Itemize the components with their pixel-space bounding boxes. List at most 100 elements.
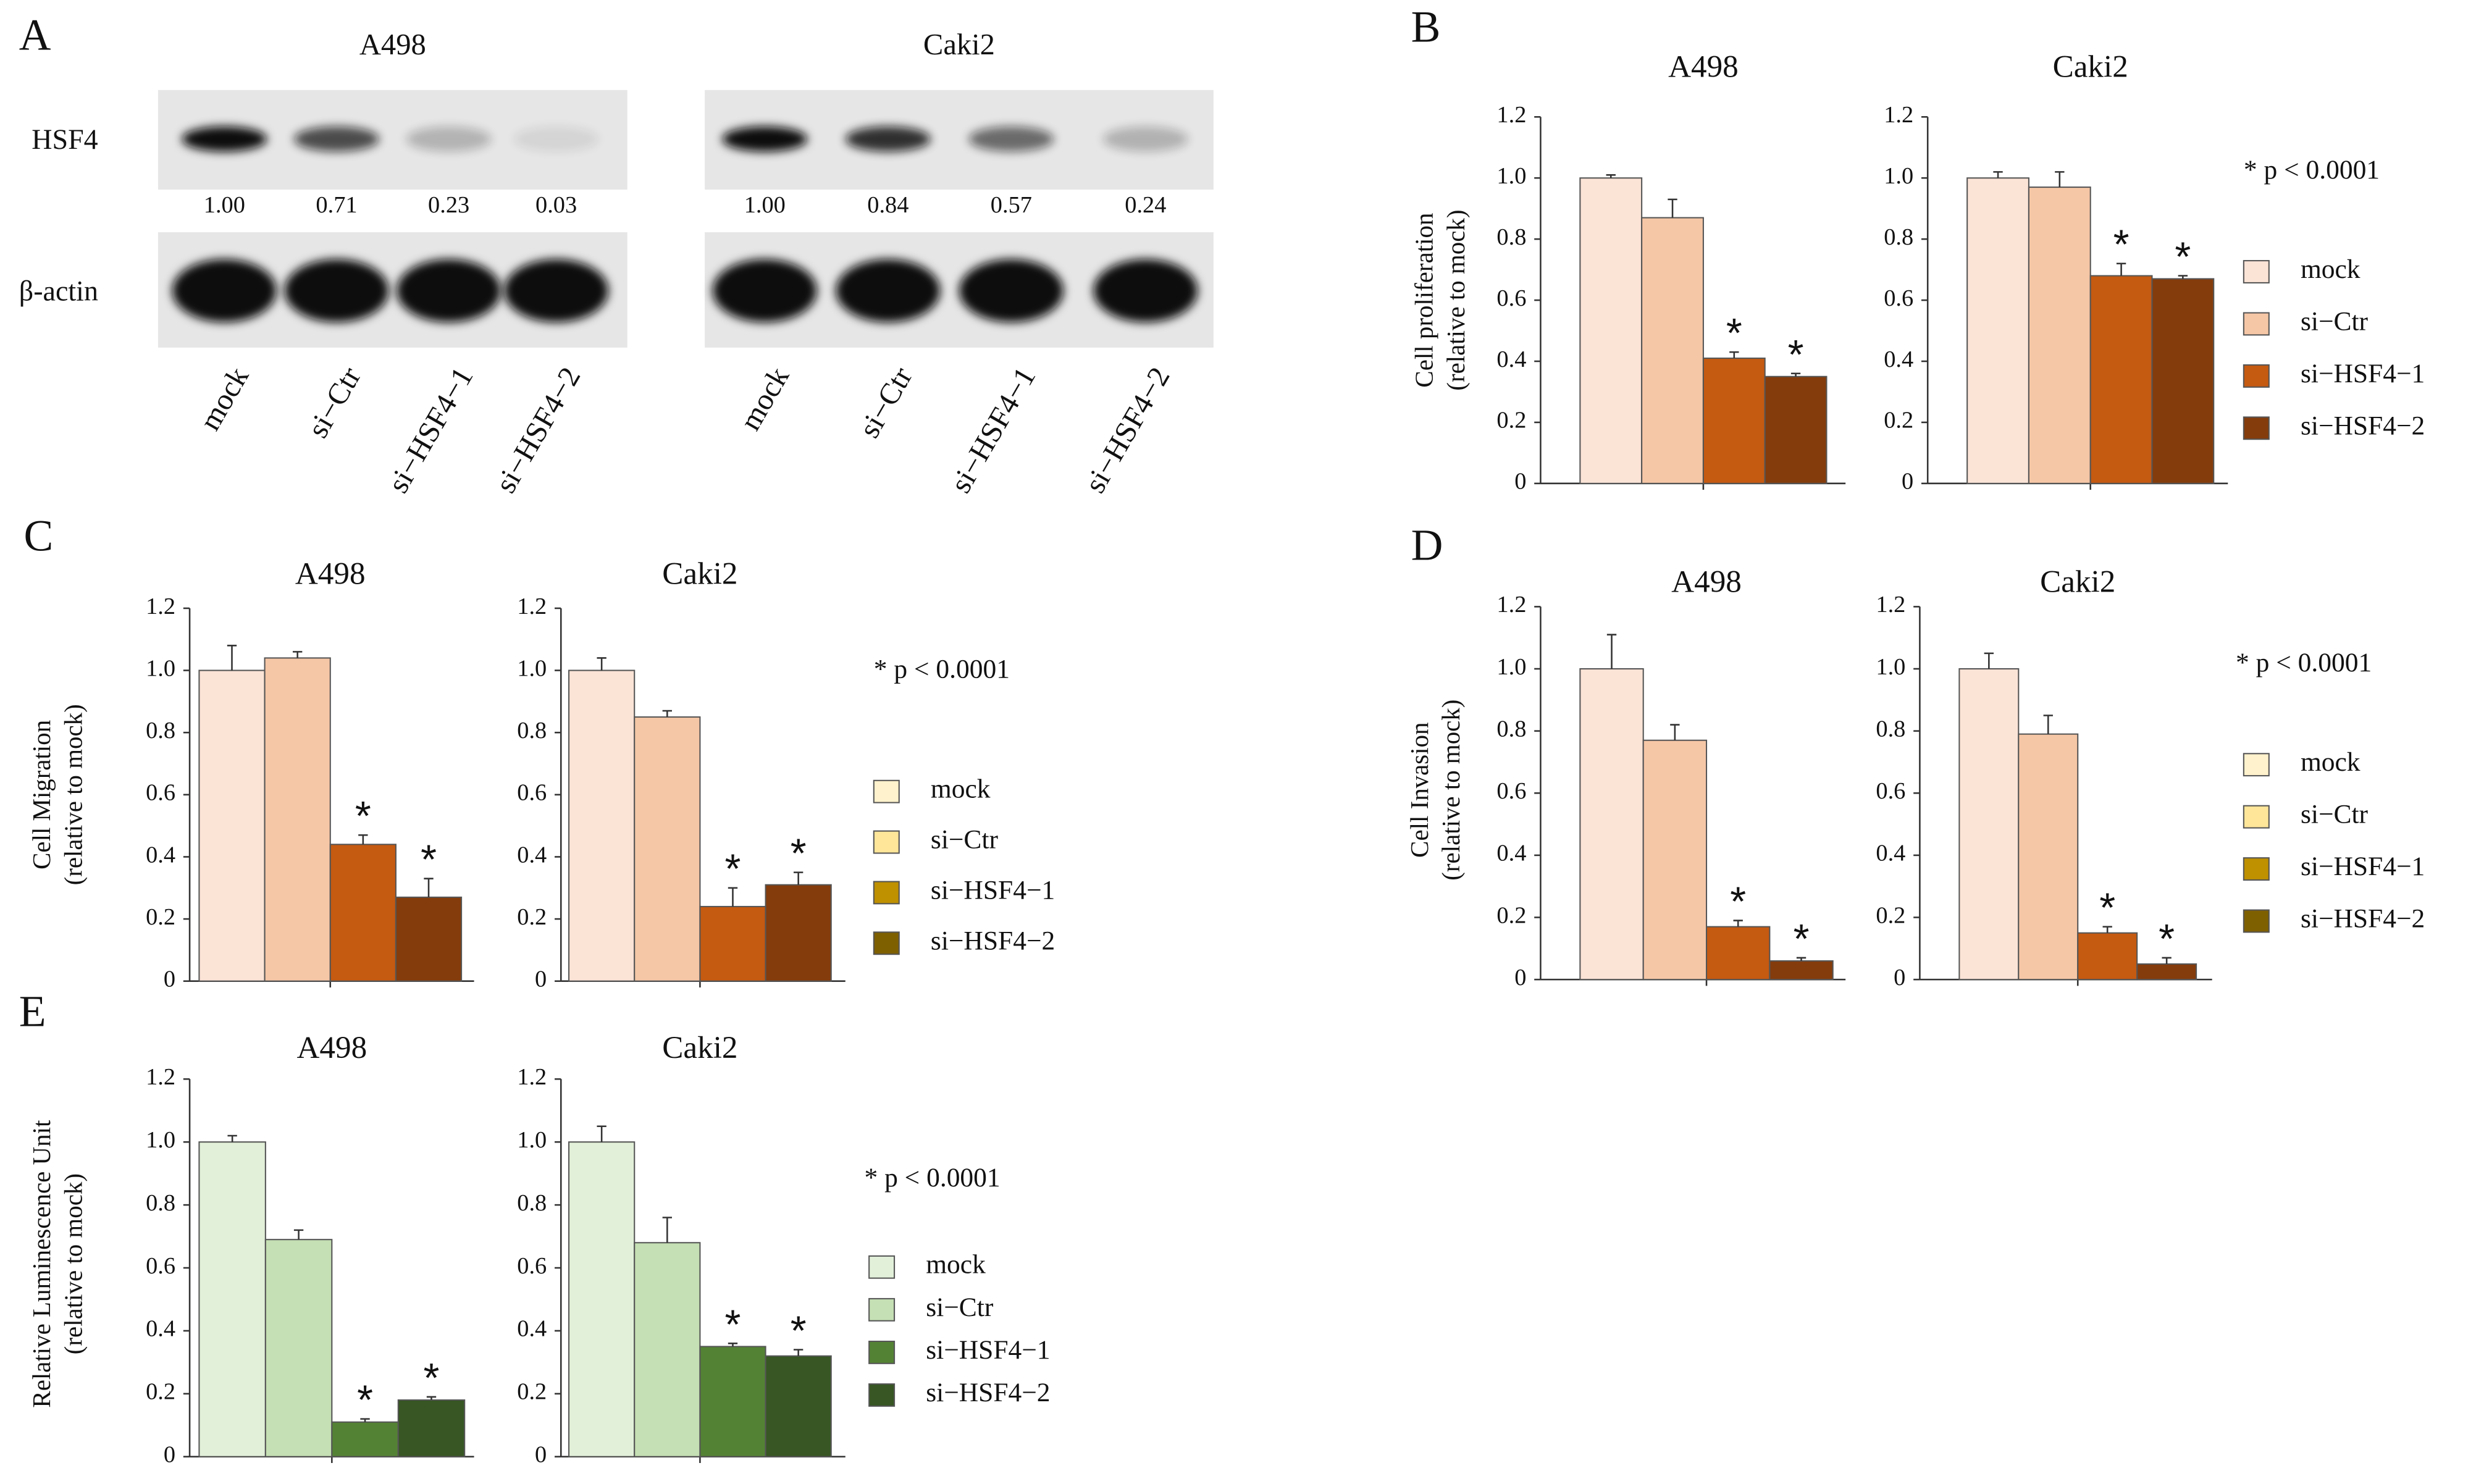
significance-mark: *: [2099, 886, 2115, 931]
error-bar: [2043, 715, 2053, 734]
error-bar: [662, 710, 672, 718]
y-tick-label: 0.6: [517, 1253, 547, 1279]
error-bar: [293, 651, 303, 658]
legend-label: si−HSF4−1: [2301, 852, 2425, 881]
legend-label: mock: [926, 1250, 986, 1280]
lane-label: si−HSF4−2: [1078, 361, 1176, 498]
y-tick-label: 0.6: [146, 780, 175, 806]
significance-mark: *: [357, 1378, 373, 1423]
chart-title: Caki2: [2053, 49, 2128, 84]
error-bar: [2055, 171, 2065, 188]
bar: [1966, 177, 2029, 484]
y-tick-label: 1.2: [1876, 592, 1905, 618]
bar: [765, 884, 832, 982]
legend-label: si−HSF4−1: [931, 875, 1055, 905]
bar: [198, 1141, 266, 1457]
error-bar: [360, 1418, 370, 1422]
y-tick-label: 0.4: [146, 1316, 175, 1342]
y-tick-label: 0: [535, 966, 547, 992]
legend-swatch: [868, 1255, 896, 1279]
significance-mark: *: [1726, 311, 1742, 356]
y-tick-label: 1.0: [1496, 163, 1526, 189]
legend-swatch: [868, 1297, 896, 1322]
legend-swatch: [873, 881, 900, 905]
error-bar: [1606, 174, 1616, 178]
y-tick-label: 0.2: [1496, 408, 1526, 434]
cell-line-title: A498: [359, 28, 426, 61]
bar: [395, 896, 463, 982]
y-tick-label: 1.0: [517, 655, 547, 681]
y-tick-label: 1.0: [146, 655, 175, 681]
lane-label: si−HSF4−1: [944, 361, 1042, 498]
y-tick-label: 0.2: [1496, 902, 1526, 928]
legend-swatch: [873, 830, 900, 854]
y-axis-label: (relative to mock): [59, 704, 87, 885]
bar: [634, 716, 701, 982]
panel-label: C: [23, 511, 53, 560]
y-tick-label: 0.4: [1876, 841, 1905, 866]
actin-band: [397, 259, 501, 322]
y-axis-label: (relative to mock): [1437, 700, 1465, 881]
y-tick-label: 0.2: [517, 1379, 547, 1405]
y-tick-label: 0.8: [1496, 224, 1526, 250]
hsf4-band: [513, 126, 599, 152]
p-value-note: * p < 0.0001: [2244, 155, 2380, 185]
bar: [699, 1346, 766, 1457]
error-bar: [793, 1349, 804, 1356]
legend-label: si−HSF4−2: [931, 926, 1055, 955]
bar: [2089, 275, 2153, 484]
error-bar: [662, 1217, 672, 1243]
y-tick-label: 1.2: [146, 1064, 175, 1090]
error-bar: [1670, 724, 1680, 740]
y-axis-label: Relative Luminescence Unit: [28, 1120, 56, 1408]
y-tick-label: 0: [535, 1442, 547, 1468]
y-tick-label: 0.6: [1876, 778, 1905, 804]
density-label: 0.71: [316, 192, 357, 218]
y-tick-label: 0.6: [517, 780, 547, 806]
y-tick-label: 0.8: [1876, 716, 1905, 742]
significance-mark: *: [1788, 332, 1804, 378]
legend-swatch: [2243, 416, 2270, 440]
hsf4-band: [722, 126, 808, 152]
bar: [1764, 375, 1828, 484]
bar: [634, 1242, 701, 1457]
significance-mark: *: [791, 831, 807, 877]
density-label: 1.00: [204, 192, 245, 218]
bar: [2028, 187, 2091, 484]
error-bar: [1993, 171, 2003, 178]
legend-swatch: [2243, 260, 2270, 283]
y-tick-label: 0: [164, 966, 175, 992]
hsf4-band: [293, 126, 380, 152]
lane-label: mock: [193, 361, 255, 436]
legend-label: mock: [931, 774, 991, 804]
density-label: 0.23: [428, 192, 469, 218]
y-tick-label: 1.2: [517, 1064, 547, 1090]
actin-band: [172, 259, 277, 322]
y-tick-label: 0.4: [1884, 346, 1913, 372]
y-tick-label: 0.8: [146, 718, 175, 744]
significance-mark: *: [424, 1356, 440, 1401]
bar: [2151, 278, 2215, 484]
bar: [2077, 932, 2138, 981]
y-tick-label: 0.6: [1884, 285, 1913, 311]
panel-label: A: [19, 10, 51, 59]
legend-label: si−Ctr: [926, 1293, 994, 1322]
significance-mark: *: [725, 847, 741, 892]
actin-band: [504, 259, 609, 322]
legend-swatch: [873, 931, 900, 955]
cell-line-title: Caki2: [923, 28, 995, 61]
significance-mark: *: [2175, 234, 2191, 280]
significance-mark: *: [1794, 916, 1810, 962]
bar: [1706, 926, 1771, 981]
error-bar: [1733, 920, 1743, 927]
error-bar: [793, 871, 804, 885]
y-axis-label: Cell Migration: [28, 720, 56, 870]
legend-label: si−HSF4−1: [926, 1335, 1050, 1365]
lane-label: si−Ctr: [852, 361, 919, 443]
y-tick-label: 1.2: [1496, 102, 1526, 128]
y-tick-label: 1.0: [1876, 654, 1905, 680]
chart-title: A498: [296, 1030, 367, 1065]
row-label: HSF4: [31, 124, 98, 155]
